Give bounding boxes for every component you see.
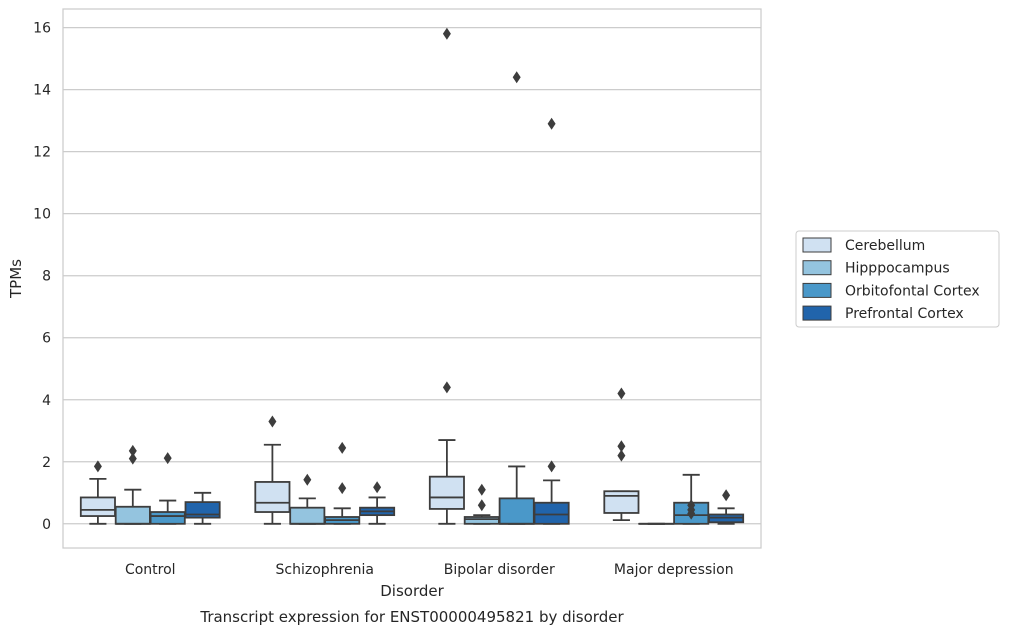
outlier-point <box>442 27 451 40</box>
box-orbitofontal-cortex-0 <box>149 452 186 525</box>
x-axis-label: Disorder <box>380 582 444 600</box>
y-tick-label: 14 <box>33 83 51 99</box>
y-tick-label: 0 <box>42 517 51 533</box>
legend-label: Orbitofontal Cortex <box>845 283 980 299</box>
outlier-point <box>617 449 626 462</box>
box-cerebellum-3 <box>603 387 640 521</box>
box-body <box>79 496 116 517</box>
outlier-point <box>163 452 172 465</box>
legend: Cerebellum Hipppocampus Orbitofontal Corte… <box>795 230 1000 328</box>
box-orbitofontal-cortex-3 <box>673 473 710 525</box>
box-body <box>114 505 151 525</box>
box-body <box>463 516 500 525</box>
y-axis-label: TPMs <box>7 259 25 299</box>
legend-item: Prefrontal Cortex <box>802 305 964 322</box>
outlier-point <box>477 483 486 496</box>
outlier-point <box>338 441 347 454</box>
y-tick-label: 6 <box>42 331 51 347</box>
box-prefrontal-cortex-1 <box>359 481 396 525</box>
y-tick-labels: 0 2 4 6 8 10 12 14 16 <box>33 21 51 533</box>
outlier-point <box>512 71 521 84</box>
legend-item: Hipppocampus <box>802 260 950 277</box>
box-body <box>428 475 465 510</box>
x-tick-label: Schizophrenia <box>276 562 374 578</box>
outlier-point <box>617 440 626 453</box>
box-body <box>603 490 640 514</box>
plot-frame <box>62 8 762 549</box>
outlier-point <box>687 507 696 520</box>
x-tick-labels: Control Schizophrenia Bipolar disorder Majo… <box>125 562 734 578</box>
legend-label: Prefrontal Cortex <box>845 306 964 322</box>
box-cerebellum-1 <box>254 415 291 525</box>
box-prefrontal-cortex-0 <box>184 491 221 525</box>
outlier-point <box>477 499 486 512</box>
outlier-point <box>442 381 451 394</box>
legend-label: Cerebellum <box>845 238 925 254</box>
legend-item: Orbitofontal Cortex <box>802 282 980 299</box>
outlier-point <box>128 444 137 457</box>
y-tick-label: 8 <box>42 269 51 285</box>
box-body <box>149 511 186 525</box>
box-body <box>533 501 570 525</box>
outlier-point <box>617 387 626 400</box>
y-tick-label: 10 <box>33 207 51 223</box>
box-hipppocampus-0 <box>114 444 151 525</box>
box-orbitofontal-cortex-2 <box>498 71 535 525</box>
x-tick-label: Bipolar disorder <box>444 562 555 578</box>
plot-area <box>63 9 761 548</box>
box-body <box>498 497 535 525</box>
box-body <box>289 506 326 525</box>
outlier-point <box>722 489 731 502</box>
legend-swatch <box>802 305 832 321</box>
box-hipppocampus-2 <box>463 483 500 525</box>
chart-title: Transcript expression for ENST0000049582… <box>199 608 624 626</box>
outlier-point <box>93 460 102 473</box>
legend-swatch <box>802 282 832 298</box>
outlier-point <box>547 460 556 473</box>
box-body <box>254 481 291 513</box>
y-tick-label: 16 <box>33 21 51 37</box>
box-prefrontal-cortex-2 <box>533 117 570 525</box>
box-prefrontal-cortex-3 <box>708 489 745 525</box>
outlier-point <box>547 117 556 130</box>
outlier-point <box>373 481 382 494</box>
outlier-point <box>338 482 347 495</box>
box-cerebellum-2 <box>428 27 465 525</box>
outlier-point <box>268 415 277 428</box>
legend-swatch <box>802 260 832 276</box>
outlier-point <box>128 452 137 465</box>
legend-label: Hipppocampus <box>845 261 950 277</box>
y-tick-label: 2 <box>42 455 51 471</box>
y-tick-label: 12 <box>33 145 51 161</box>
boxes <box>79 27 745 525</box>
outlier-point <box>303 473 312 486</box>
legend-swatch <box>802 237 832 253</box>
x-tick-label: Control <box>125 562 176 578</box>
box-orbitofontal-cortex-1 <box>324 441 361 525</box>
box-hipppocampus-1 <box>289 473 326 525</box>
legend-item: Cerebellum <box>802 237 925 254</box>
y-tick-label: 4 <box>42 393 51 409</box>
x-tick-label: Major depression <box>614 562 734 578</box>
legend-frame <box>795 230 1000 328</box>
